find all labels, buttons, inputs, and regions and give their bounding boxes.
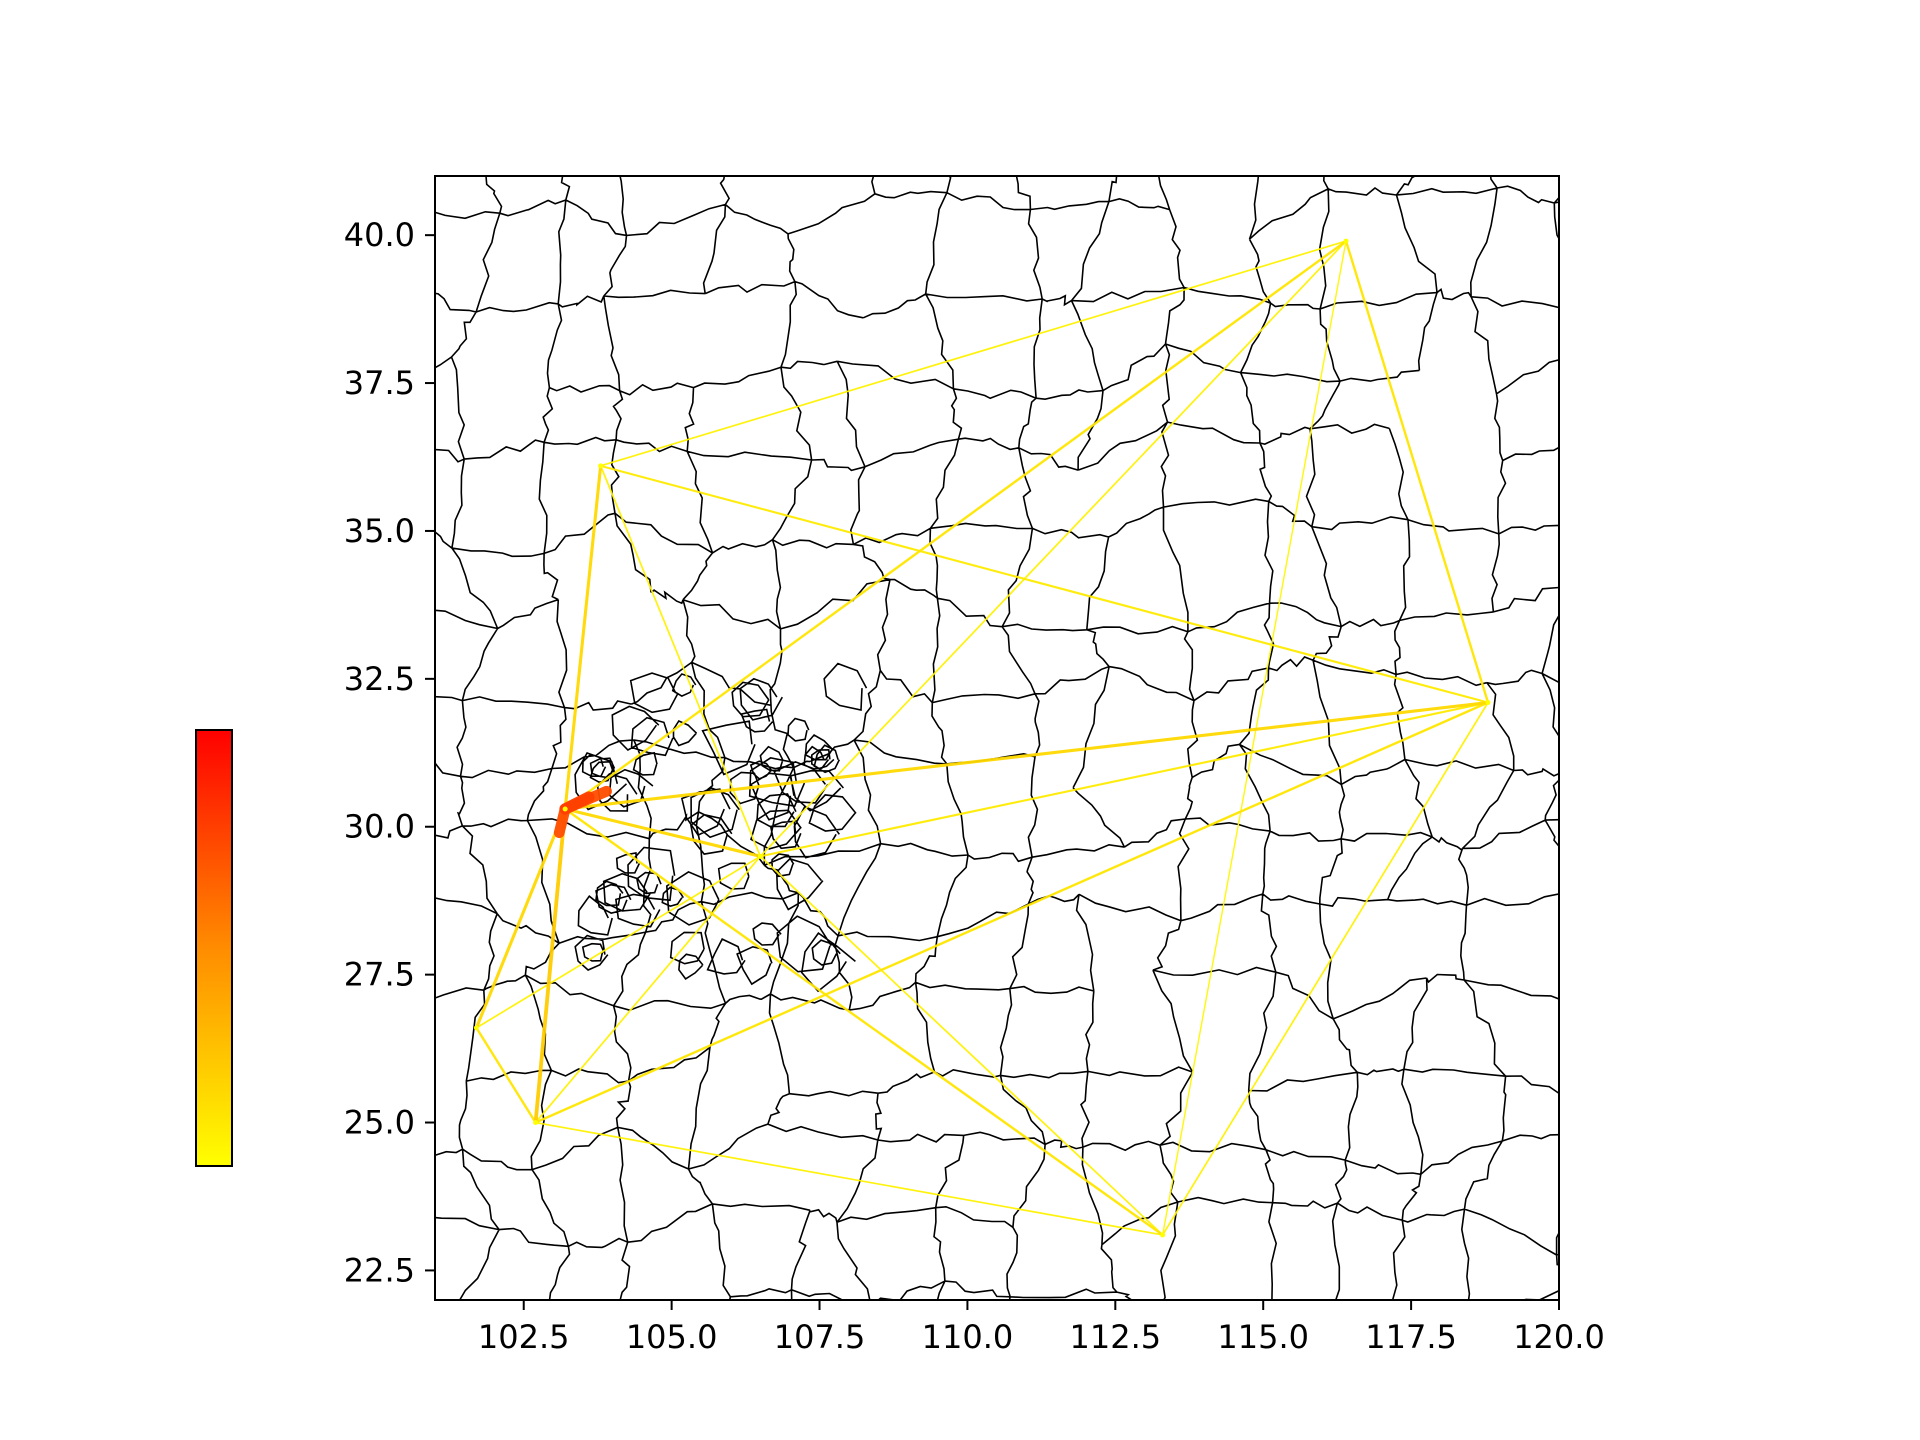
city-node — [533, 1120, 539, 1126]
city-node — [473, 1025, 479, 1031]
flow-line — [599, 465, 762, 858]
plot-area — [435, 176, 1559, 1300]
colorbar-gradient — [195, 729, 233, 1167]
flow-line — [759, 855, 1164, 1236]
flow-lines — [473, 238, 1491, 1238]
flow-line — [534, 855, 762, 1124]
flow-line — [475, 1026, 537, 1124]
city-node — [1160, 1232, 1166, 1238]
city-node — [598, 463, 604, 469]
x-tick-label: 120.0 — [1513, 1318, 1605, 1356]
flow-line — [759, 240, 1347, 858]
y-tick-label: 32.5 — [344, 660, 415, 698]
flow-line — [599, 240, 1347, 467]
flow-line — [474, 807, 567, 1030]
plot-frame — [434, 175, 1560, 1301]
x-tick-label: 112.5 — [1070, 1318, 1162, 1356]
basemap-boundaries — [435, 176, 1559, 1300]
flow-line — [563, 700, 1490, 811]
flow-line — [559, 791, 595, 815]
flow-line — [1161, 701, 1489, 1236]
y-tick-label: 25.0 — [344, 1104, 415, 1142]
x-tick-label: 105.0 — [626, 1318, 718, 1356]
boundary-lines — [435, 176, 1559, 1300]
axes: 102.5 105.0 107.5 110.0 112.5 115.0 117.5 120.0… — [344, 216, 1605, 1356]
y-tick-label: 27.5 — [344, 956, 415, 994]
flow-line — [534, 701, 1490, 1124]
flow-line — [759, 701, 1490, 858]
y-tick-label: 37.5 — [344, 364, 415, 402]
flow-line — [475, 855, 762, 1029]
city-node — [757, 853, 763, 859]
x-tick-label: 110.0 — [922, 1318, 1014, 1356]
flow-line — [563, 807, 1164, 1237]
flow-line — [1344, 239, 1490, 704]
city-node — [1343, 238, 1349, 244]
y-tick-label: 22.5 — [344, 1251, 415, 1289]
flow-line — [563, 807, 762, 858]
y-tick-label: 40.0 — [344, 216, 415, 254]
y-tick-label: 35.0 — [344, 512, 415, 550]
flow-line — [534, 1121, 1164, 1236]
flow-line — [533, 807, 568, 1125]
colorbar — [195, 729, 233, 1167]
y-tick-label: 30.0 — [344, 808, 415, 846]
x-tick-label: 102.5 — [478, 1318, 570, 1356]
flow-line — [563, 239, 1348, 811]
x-tick-label: 117.5 — [1365, 1318, 1457, 1356]
flow-line — [599, 464, 1490, 704]
x-tick-label: 107.5 — [774, 1318, 866, 1356]
x-tick-label: 115.0 — [1217, 1318, 1309, 1356]
city-node — [562, 806, 568, 812]
city-node — [1485, 700, 1491, 706]
flow-line — [1161, 240, 1347, 1236]
flow-line — [563, 464, 603, 811]
